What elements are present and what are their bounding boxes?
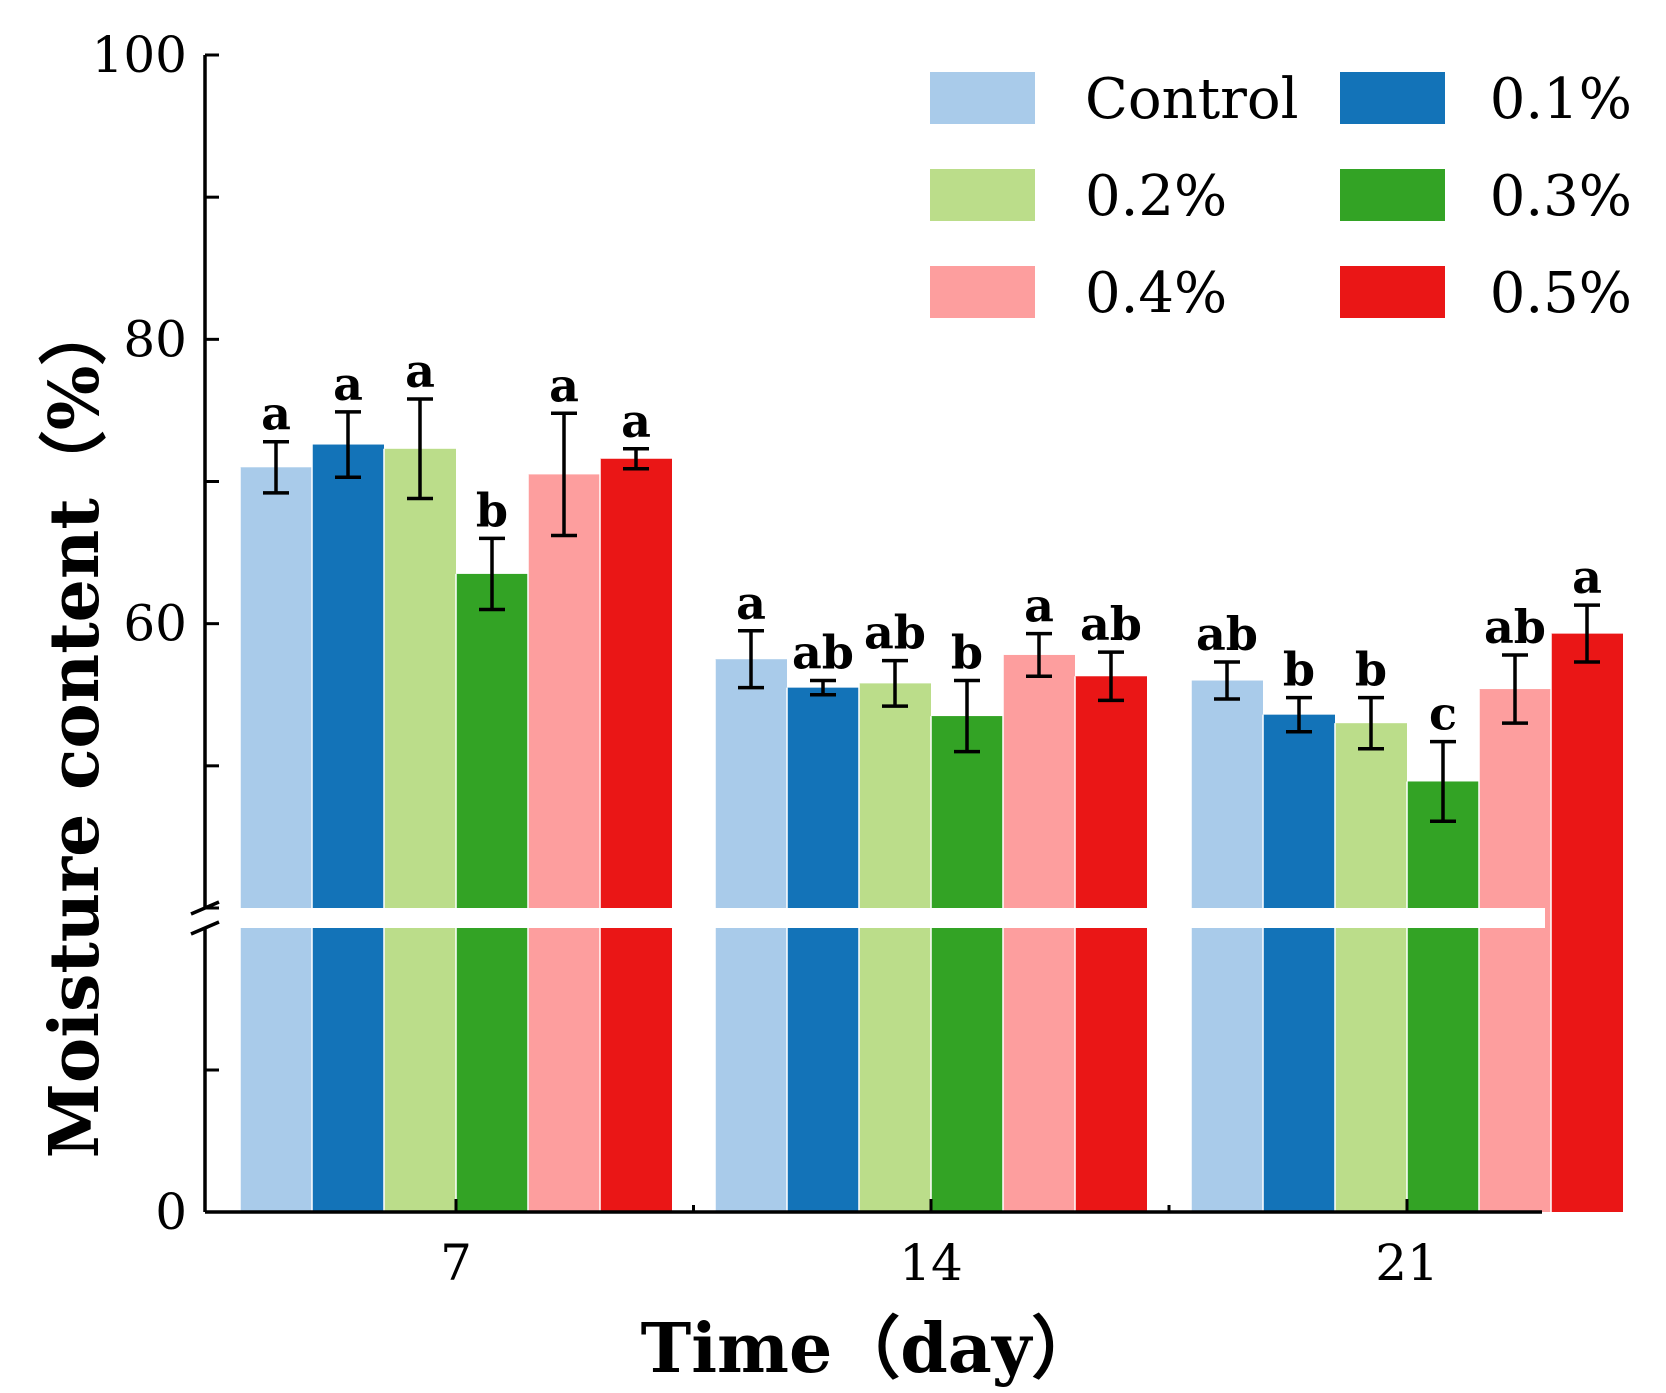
axis-break-mark-lower [190,920,220,936]
bar [312,444,384,1213]
bar [859,683,931,1212]
error-bars-layer [263,397,1600,824]
significance-letter: a [261,387,291,441]
x-axis-title: Time（day） [641,1309,1100,1389]
y-tick-label: 60 [123,595,187,653]
significance-letter: ab [1080,597,1142,651]
bar [528,474,600,1212]
axis-break-band [208,908,1545,928]
significance-letter: c [1429,687,1457,741]
bar [1191,680,1263,1212]
bar [1003,654,1075,1212]
legend-swatch [930,72,1035,124]
axes-layer: 100 80 60 0 7 14 21 [92,26,1542,1292]
significance-letter: a [736,576,766,630]
significance-letter: ab [864,606,926,660]
significance-letter: b [476,483,508,537]
axis-break-gap [208,908,1545,928]
bar [1335,723,1407,1212]
legend-swatch [1340,266,1445,318]
significance-letter: b [951,626,983,680]
legend-label: 0.5% [1490,261,1632,326]
legend-label: Control [1085,67,1299,132]
bar [240,467,312,1212]
legend-label: 0.4% [1085,261,1227,326]
y-tick-label-zero: 0 [155,1183,187,1241]
significance-letter: a [405,344,435,398]
bar [384,448,456,1213]
significance-letter: a [549,358,579,412]
x-tick-label: 7 [440,1234,472,1292]
legend-swatch [930,169,1035,221]
legend-label: 0.1% [1490,67,1632,132]
bars-layer [239,444,1623,1213]
x-tick-label: 14 [899,1234,963,1292]
significance-letter: b [1355,643,1387,697]
y-axis-title: Moisture content（%） [35,298,115,1159]
significance-letter: b [1283,643,1315,697]
legend-label: 0.2% [1085,164,1227,229]
legend-swatch [930,266,1035,318]
bar [787,687,859,1212]
significance-letter: ab [792,626,854,680]
x-tick-label: 21 [1375,1234,1439,1292]
legend-label: 0.3% [1490,164,1632,229]
significance-letter: a [1024,579,1054,633]
legend-swatch [1340,169,1445,221]
significance-letter: ab [1484,600,1546,654]
legend: Control 0.1% 0.2% 0.3% 0.4% 0.5% [930,67,1632,326]
bar [1263,714,1335,1212]
bar [456,573,528,1212]
bar [715,659,787,1212]
bar [1551,633,1623,1212]
significance-letter: a [621,394,651,448]
significance-letter: ab [1196,607,1258,661]
legend-swatch [1340,72,1445,124]
significance-letter: a [1572,550,1602,604]
significance-letter: a [333,357,363,411]
bar [1479,689,1551,1212]
y-tick-label: 80 [123,310,187,368]
bar [1075,676,1147,1212]
y-tick-label: 100 [92,26,187,84]
bar [931,716,1003,1212]
bar [600,458,672,1213]
bar [1407,781,1479,1212]
